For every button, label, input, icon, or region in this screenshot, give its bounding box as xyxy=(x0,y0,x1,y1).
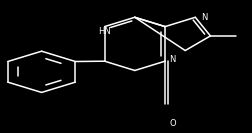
Text: N: N xyxy=(169,55,176,64)
Text: N: N xyxy=(201,13,207,22)
Text: O: O xyxy=(169,119,176,128)
Text: HN: HN xyxy=(98,27,111,36)
